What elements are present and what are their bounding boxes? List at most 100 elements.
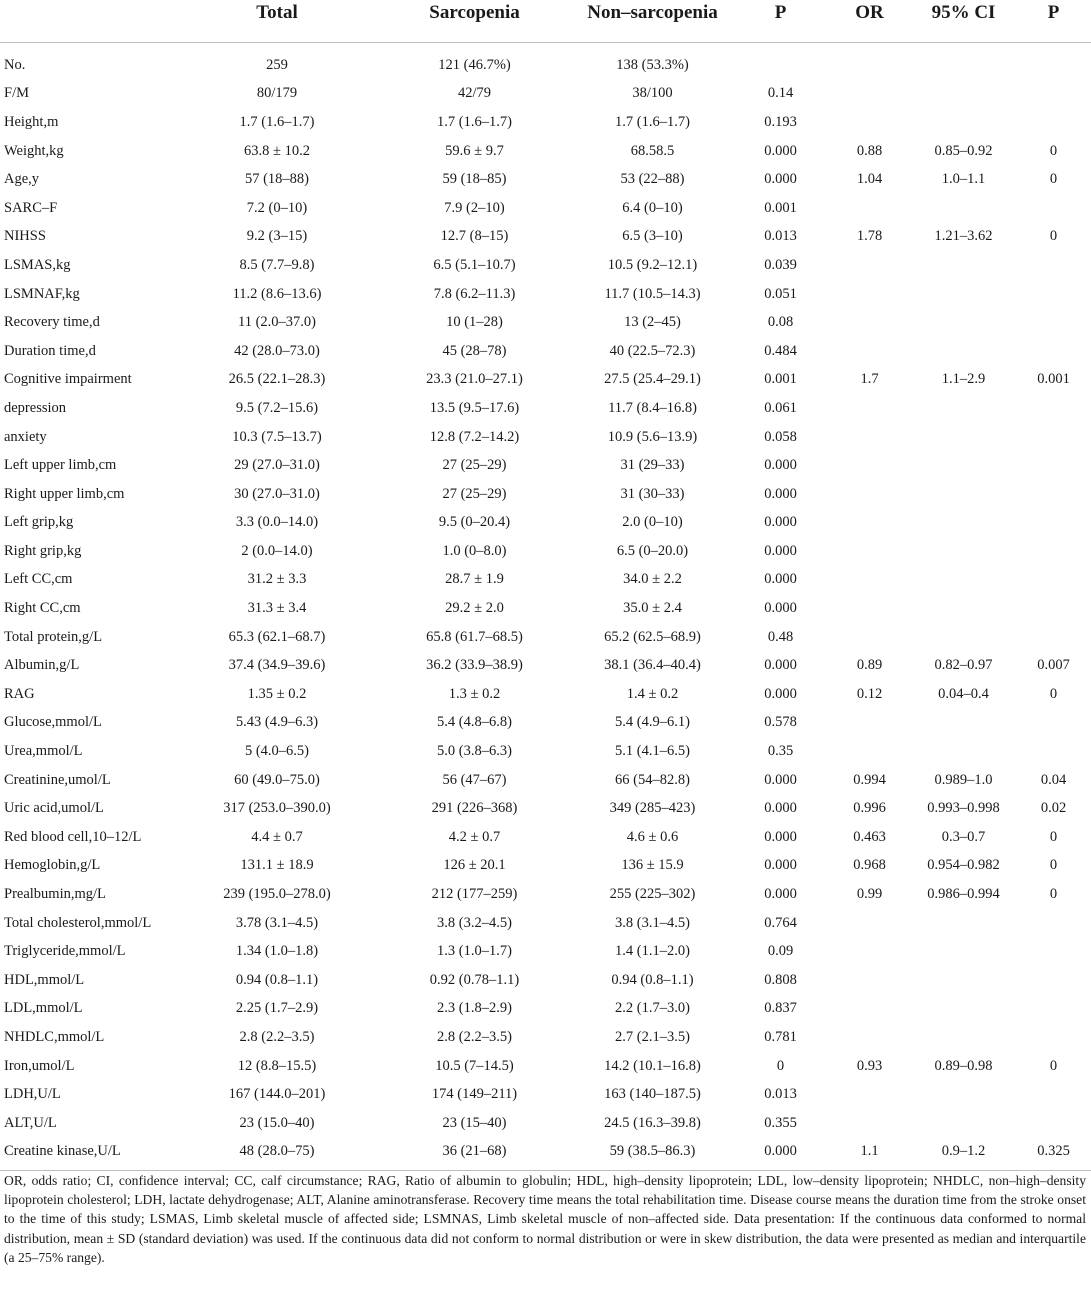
cell-sarcopenia: 9.5 (0–20.4) (438, 514, 511, 531)
cell-p-univariate: 0.808 (764, 971, 797, 988)
table-row: Total protein,g/L 65.3 (62.1–68.7) 65.8 (6… (0, 623, 1091, 652)
table-row: Age,y 57 (18–88) 59 (18–85) 53 (22–88) 0.000… (0, 165, 1091, 194)
cell-p-multivariate: 0.007 (1037, 657, 1070, 674)
cell-or: 0.93 (856, 1057, 883, 1074)
cell-total: 9.2 (3–15) (246, 228, 308, 245)
cell-95-ci (911, 480, 1016, 509)
cell-or (828, 280, 911, 309)
cell-or: 0.88 (856, 142, 883, 159)
cell-total: 8.5 (7.7–9.8) (239, 256, 315, 273)
cell-p-univariate (733, 43, 828, 80)
cell-sarcopenia: 36.2 (33.9–38.9) (426, 657, 523, 674)
table-row: Left CC,cm 31.2 ± 3.3 28.7 ± 1.9 34.0 ± 2.2… (0, 566, 1091, 595)
cell-95-ci (911, 280, 1016, 309)
cell-variable: Creatinine,umol/L (4, 771, 111, 788)
cell-p-multivariate (1016, 909, 1091, 938)
table-row: NIHSS 9.2 (3–15) 12.7 (8–15) 6.5 (3–10) 0.01… (0, 223, 1091, 252)
cell-total: 3.78 (3.1–4.5) (235, 914, 319, 931)
cell-95-ci (911, 995, 1016, 1024)
cell-p-univariate: 0.484 (764, 342, 797, 359)
cell-total: 239 (195.0–278.0) (223, 886, 331, 903)
cell-sarcopenia: 10.5 (7–14.5) (435, 1057, 514, 1074)
cell-p-multivariate (1016, 423, 1091, 452)
table-row: Recovery time,d 11 (2.0–37.0) 10 (1–28) 13 … (0, 308, 1091, 337)
cell-p-multivariate (1016, 709, 1091, 738)
cell-variable: F/M (4, 85, 29, 102)
cell-or: 1.7 (860, 371, 879, 388)
cell-or: 0.12 (856, 685, 883, 702)
cell-non-sarcopenia: 0.94 (0.8–1.1) (611, 971, 694, 988)
cell-variable: HDL,mmol/L (4, 971, 85, 988)
cell-or (828, 451, 911, 480)
cell-variable: ALT,U/L (4, 1114, 57, 1131)
cell-95-ci (911, 451, 1016, 480)
table-row: ALT,U/L 23 (15.0–40) 23 (15–40) 24.5 (16.3–… (0, 1109, 1091, 1138)
cell-variable: LDL,mmol/L (4, 1000, 83, 1017)
cell-p-multivariate (1016, 43, 1091, 80)
cell-or: 0.996 (853, 800, 886, 817)
cell-total: 60 (49.0–75.0) (234, 771, 320, 788)
cell-sarcopenia: 212 (177–259) (431, 886, 518, 903)
cell-p-multivariate: 0.04 (1040, 771, 1067, 788)
cell-non-sarcopenia: 10.9 (5.6–13.9) (607, 428, 698, 445)
cell-or (828, 251, 911, 280)
cell-sarcopenia: 23 (15–40) (442, 1114, 507, 1131)
cell-total: 259 (266, 56, 288, 73)
cell-or: 0.463 (853, 828, 886, 845)
cell-p-univariate: 0.14 (767, 85, 794, 102)
cell-95-ci (911, 308, 1016, 337)
table-row: Glucose,mmol/L 5.43 (4.9–6.3) 5.4 (4.8–6.8… (0, 709, 1091, 738)
table-row: Weight,kg 63.8 ± 10.2 59.6 ± 9.7 68.58.5 0.0… (0, 137, 1091, 166)
cell-p-univariate: 0.000 (764, 514, 797, 531)
table-row: Urea,mmol/L 5 (4.0–6.5) 5.0 (3.8–6.3) 5.1 (… (0, 737, 1091, 766)
cell-or (828, 709, 911, 738)
cell-p-univariate: 0.193 (764, 113, 797, 130)
cell-or (828, 909, 911, 938)
cell-95-ci (911, 594, 1016, 623)
cell-95-ci: 0.954–0.982 (927, 857, 1000, 874)
cell-sarcopenia: 12.8 (7.2–14.2) (429, 428, 520, 445)
cell-p-multivariate (1016, 566, 1091, 595)
cell-sarcopenia: 29.2 ± 2.0 (445, 600, 504, 617)
cell-95-ci (911, 423, 1016, 452)
cell-variable: Height,m (4, 113, 59, 130)
cell-sarcopenia: 5.4 (4.8–6.8) (437, 714, 512, 731)
cell-variable: Right CC,cm (4, 600, 81, 617)
cell-variable: Urea,mmol/L (4, 743, 83, 760)
cell-p-multivariate: 0 (1049, 886, 1058, 903)
cell-variable: Left upper limb,cm (4, 457, 117, 474)
cell-p-multivariate (1016, 737, 1091, 766)
cell-p-univariate: 0.764 (764, 914, 797, 931)
cell-variable: No. (4, 56, 26, 73)
cell-p-multivariate (1016, 1023, 1091, 1052)
cell-non-sarcopenia: 1.7 (1.6–1.7) (615, 113, 690, 130)
cell-p-univariate: 0.001 (764, 371, 797, 388)
table-row: Red blood cell,10–12/L 4.4 ± 0.7 4.2 ± 0.7… (0, 823, 1091, 852)
cell-p-multivariate: 0 (1049, 171, 1058, 188)
cell-p-multivariate (1016, 995, 1091, 1024)
cell-p-multivariate (1016, 80, 1091, 109)
cell-non-sarcopenia: 5.1 (4.1–6.5) (615, 743, 690, 760)
table-row: Creatinine,umol/L 60 (49.0–75.0) 56 (47–67… (0, 766, 1091, 795)
cell-variable: NIHSS (4, 228, 46, 245)
cell-sarcopenia: 1.3 ± 0.2 (448, 685, 501, 702)
cell-95-ci: 0.04–0.4 (938, 685, 989, 702)
cell-p-univariate: 0.000 (764, 800, 797, 817)
cell-non-sarcopenia: 4.6 ± 0.6 (626, 828, 679, 845)
cell-p-multivariate (1016, 394, 1091, 423)
cell-non-sarcopenia: 31 (29–33) (620, 457, 685, 474)
cell-95-ci: 0.82–0.97 (934, 657, 993, 674)
cell-p-multivariate: 0 (1049, 685, 1058, 702)
cell-non-sarcopenia: 14.2 (10.1–16.8) (604, 1057, 701, 1074)
cell-sarcopenia: 5.0 (3.8–6.3) (437, 743, 512, 760)
cell-p-univariate: 0.051 (764, 285, 797, 302)
table-row: Triglyceride,mmol/L 1.34 (1.0–1.8) 1.3 (1.… (0, 937, 1091, 966)
cell-total: 57 (18–88) (244, 171, 310, 188)
table-row: Right grip,kg 2 (0.0–14.0) 1.0 (0–8.0) 6.5 … (0, 537, 1091, 566)
cell-total: 2.8 (2.2–3.5) (239, 1028, 315, 1045)
cell-95-ci (911, 509, 1016, 538)
cell-p-univariate: 0.000 (764, 542, 797, 559)
cell-sarcopenia: 0.92 (0.78–1.1) (429, 971, 520, 988)
cell-p-univariate: 0.000 (764, 657, 797, 674)
cell-non-sarcopenia: 38/100 (632, 85, 673, 102)
